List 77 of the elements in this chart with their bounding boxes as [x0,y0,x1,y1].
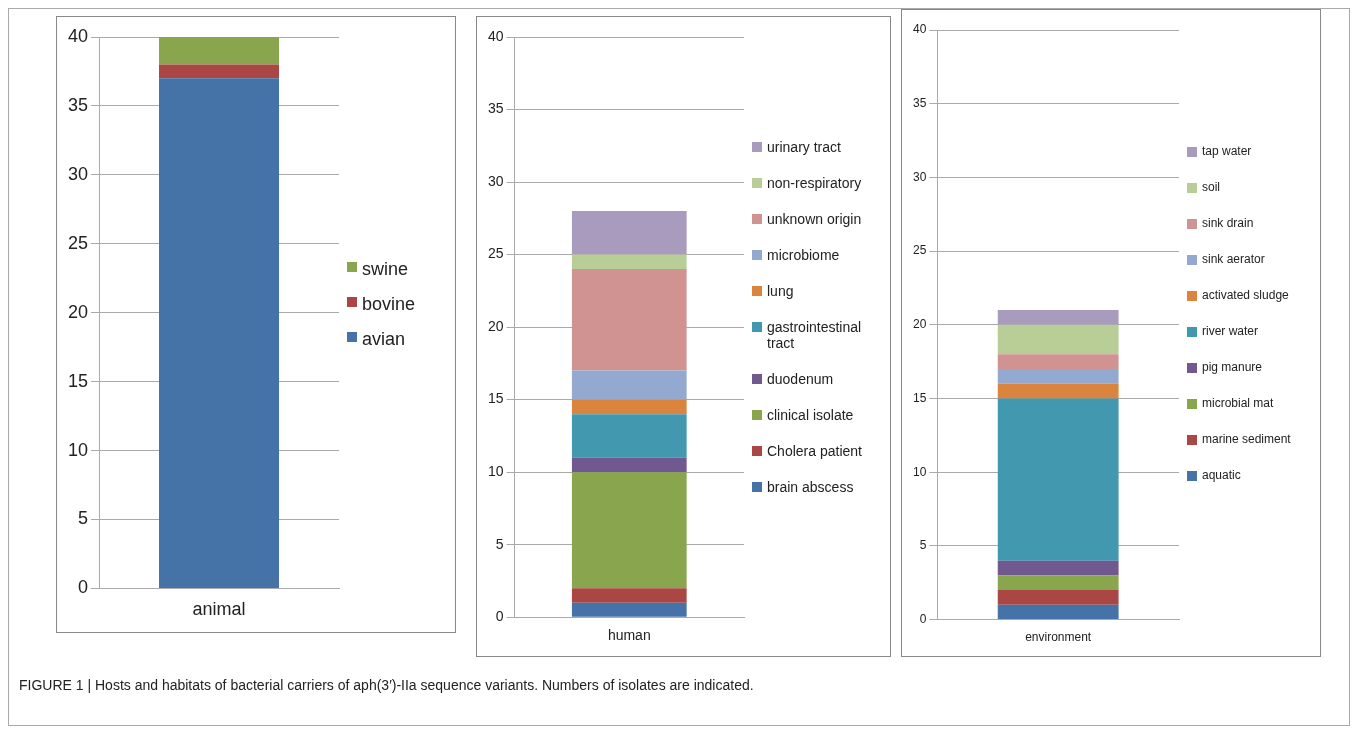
y-tick-label: 5 [495,535,504,552]
legend-label: gastrointestinal tract [767,318,863,351]
bar [571,211,687,255]
y-tick-label: 35 [487,100,504,117]
x-tick-label: animal [192,599,246,620]
legend-label: avian [362,329,406,350]
bar [997,575,1119,591]
y-tick-label: 5 [919,538,927,553]
x-tick-label: human [607,627,651,644]
legend-label: marine sediment [1202,432,1291,446]
y-tick-label: 10 [487,463,504,480]
y-tick-label: 5 [78,508,89,529]
bar [997,383,1119,399]
bar [159,37,280,65]
legend-label: aquatic [1202,468,1241,482]
bar [571,472,687,589]
y-tick-label: 25 [487,245,504,262]
legend-label: Cholera patient [767,442,862,459]
y-tick-label: 20 [487,317,504,334]
y-tick-label: 10 [912,464,927,479]
y-tick-label: 40 [67,25,89,46]
bar [997,604,1119,620]
bar [571,269,687,371]
legend-label: non-respiratory [767,174,862,191]
y-tick-label: 20 [912,317,927,332]
y-tick-label: 35 [912,96,927,111]
y-tick-label: 30 [67,163,89,184]
legend-label: soil [1202,180,1221,194]
y-tick-label: 30 [912,169,927,184]
legend-label: tap water [1202,144,1252,158]
legend-label: microbial mat [1202,396,1274,410]
y-tick-label: 40 [912,22,927,37]
legend-label: clinical isolate [767,406,854,423]
bar [997,369,1119,384]
y-tick-label: 0 [495,608,504,625]
legend-label: microbiome [767,246,840,263]
bar [571,602,687,617]
legend-label: river water [1202,324,1259,338]
legend-label: swine [362,259,409,280]
legend-label: sink drain [1202,216,1254,230]
bar [997,398,1119,561]
bar [997,310,1119,325]
y-tick-label: 10 [67,439,89,460]
y-tick-label: 15 [67,370,89,391]
legend-label: duodenum [767,370,834,387]
y-tick-label: 20 [67,301,89,322]
y-tick-label: 0 [78,577,89,598]
legend-label: lung [767,282,794,299]
bar [997,560,1119,576]
y-tick-label: 25 [912,243,927,258]
bar [997,354,1119,370]
legend-label: bovine [362,294,416,315]
legend-label: brain abscess [767,478,854,495]
y-tick-label: 30 [487,172,504,189]
y-tick-label: 15 [912,390,927,405]
bar [571,399,687,415]
caption: FIGURE 1 | Hosts and habitats of bacterial carriers of aph(3′)-IIa sequence variants. Numbers of isolates are indicated. [19,677,755,693]
bar [571,414,687,458]
bar [571,457,687,473]
legend-label: pig manure [1202,360,1263,374]
bar [997,590,1119,605]
legend-label: unknown origin [767,210,862,227]
bar [571,370,687,400]
legend-label: urinary tract [767,138,841,155]
x-tick-label: environment [1025,630,1092,645]
bar [159,78,280,588]
legend-label: activated sludge [1202,288,1289,302]
bar [997,324,1119,355]
bar [571,588,687,603]
y-tick-label: 15 [487,390,504,407]
y-tick-label: 40 [487,27,504,44]
y-tick-label: 35 [67,94,89,115]
y-tick-label: 25 [67,232,89,253]
legend-label: sink aerator [1202,252,1265,266]
bar [159,64,280,79]
bar [571,254,687,270]
y-tick-label: 0 [919,611,927,626]
